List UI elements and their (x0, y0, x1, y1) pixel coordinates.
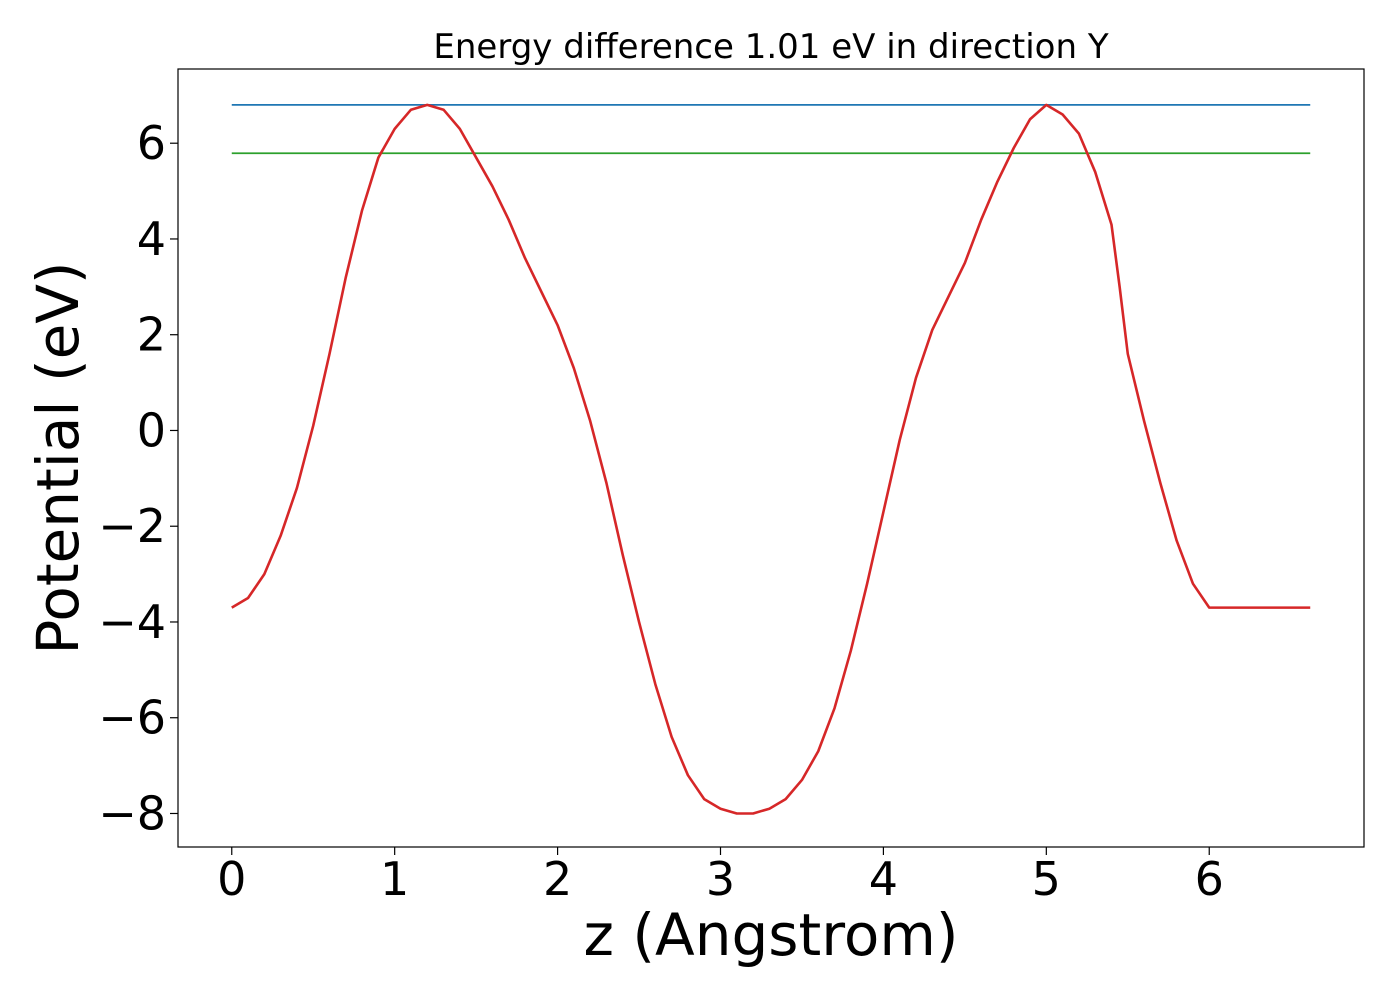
y-axis: −8 −6 −4 −2 0 2 4 6 (98, 116, 178, 840)
x-axis-label: z (Angstrom) (584, 901, 959, 969)
plot-frame (177, 68, 1365, 848)
y-tick-label: −4 (98, 595, 166, 649)
x-tick-label: 1 (380, 852, 409, 906)
x-tick-label: 2 (543, 852, 572, 906)
y-tick-label: 0 (137, 403, 166, 457)
x-tick-label: 4 (869, 852, 898, 906)
y-tick-label: 4 (137, 212, 166, 266)
y-tick-label: 2 (137, 308, 166, 362)
series-layer (231, 103, 1311, 815)
series-line-2 (231, 103, 1311, 815)
y-tick-label: −6 (98, 691, 166, 745)
chart-title: Energy difference 1.01 eV in direction Y (433, 27, 1108, 67)
x-tick-label: 5 (1032, 852, 1061, 906)
y-tick-label: −2 (98, 499, 166, 553)
x-tick-label: 0 (217, 852, 246, 906)
y-tick-label: 6 (137, 116, 166, 170)
x-tick-label: 3 (706, 852, 735, 906)
y-tick-label: −8 (98, 786, 166, 840)
y-axis-label: Potential (eV) (24, 261, 92, 654)
x-axis: 0 1 2 3 4 5 6 (217, 847, 1224, 906)
x-tick-label: 6 (1195, 852, 1224, 906)
